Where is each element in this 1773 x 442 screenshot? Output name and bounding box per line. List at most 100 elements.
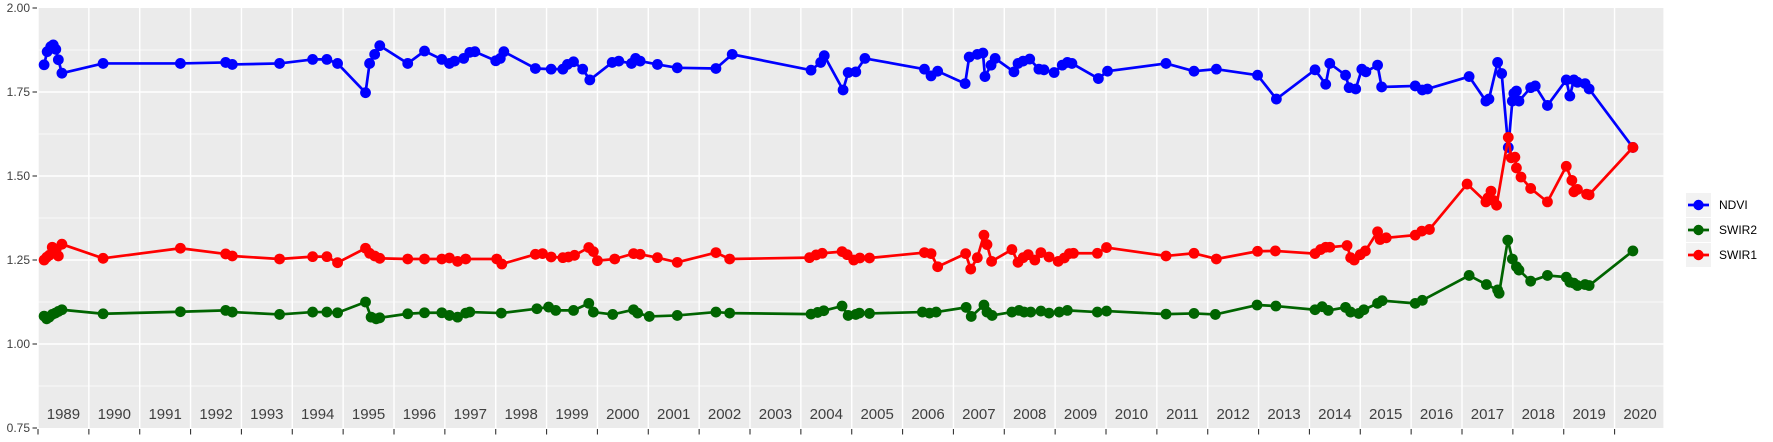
data-point (369, 48, 381, 60)
data-point (671, 256, 683, 268)
series-SWIR2 (38, 234, 1639, 325)
data-point (56, 238, 68, 250)
data-point (56, 67, 68, 79)
data-point (1160, 308, 1172, 320)
data-point (1463, 270, 1475, 281)
data-point (452, 311, 463, 323)
data-point (1502, 234, 1514, 246)
data-point (1038, 64, 1050, 76)
legend-item-swir2: SWIR2 (1686, 218, 1757, 243)
data-point (97, 58, 109, 69)
data-point (550, 305, 562, 316)
x-tick-label: 2010 (1115, 406, 1148, 423)
data-point (452, 255, 463, 267)
y-tick-label: 1.25 (7, 253, 31, 267)
data-point (1251, 299, 1263, 311)
data-point (859, 53, 871, 64)
data-point (374, 40, 386, 52)
data-point (38, 59, 50, 71)
data-point (1324, 241, 1336, 253)
data-point (1340, 69, 1351, 81)
data-point (1035, 305, 1047, 317)
data-point (864, 308, 875, 319)
data-point (1053, 306, 1065, 318)
x-tick-label: 1998 (504, 406, 537, 423)
data-point (981, 239, 993, 250)
data-point (1463, 71, 1475, 82)
data-point (1376, 295, 1388, 307)
data-point (97, 252, 109, 264)
data-point (932, 65, 944, 77)
data-point (226, 59, 238, 70)
data-point (1493, 287, 1505, 299)
data-point (175, 242, 186, 254)
data-point (449, 55, 460, 67)
data-point (1043, 307, 1055, 319)
data-point (710, 63, 722, 74)
data-point (531, 303, 543, 315)
data-point (364, 58, 375, 69)
data-point (1483, 93, 1495, 105)
x-tick-label: 2004 (810, 406, 843, 423)
data-point (374, 312, 386, 324)
legend-label-ndvi: NDVI (1719, 198, 1748, 213)
data-point (274, 309, 285, 320)
x-tick-label: 1989 (47, 406, 80, 423)
data-point (226, 250, 238, 262)
data-point (609, 253, 621, 265)
data-point (671, 310, 683, 321)
legend-key-swir1 (1686, 242, 1711, 267)
data-point (1511, 85, 1522, 97)
data-point (1091, 306, 1103, 318)
data-point (226, 306, 238, 318)
data-point (1092, 73, 1104, 84)
data-point (1160, 250, 1172, 262)
line-point-glyph-icon (1688, 224, 1709, 236)
legend-key-ndvi (1686, 193, 1711, 218)
data-point (307, 54, 319, 65)
x-tick-label: 2013 (1267, 406, 1300, 423)
data-point (321, 54, 333, 65)
x-axis-labels: 1989 1990 1991 1992 1993 1994 1995 1996 1997 1998… (47, 406, 1657, 423)
data-point (1309, 64, 1321, 76)
x-tick-label: 2014 (1318, 406, 1351, 423)
data-point (971, 252, 983, 264)
series-SWIR1 (38, 131, 1639, 275)
x-tick-label: 1994 (301, 406, 334, 423)
data-point (56, 304, 68, 316)
data-point (545, 63, 557, 75)
data-point (545, 251, 557, 263)
data-point (1091, 247, 1103, 259)
data-point (930, 306, 942, 318)
data-point (1035, 247, 1047, 259)
data-point (1269, 245, 1281, 257)
data-point (1101, 242, 1112, 253)
x-tick-label: 2006 (911, 406, 944, 423)
y-tick-label: 2.00 (7, 1, 31, 15)
data-point (1061, 305, 1073, 316)
data-point (1416, 294, 1428, 306)
data-point (932, 261, 944, 273)
data-point (1372, 59, 1383, 71)
data-point (1513, 264, 1525, 276)
data-point (1424, 224, 1435, 235)
data-point (1481, 279, 1492, 290)
data-point (724, 307, 736, 319)
x-tick-label: 2009 (1064, 406, 1097, 423)
data-point (1188, 308, 1200, 319)
data-point (1542, 100, 1553, 111)
legend: NDVI SWIR2 SWIR1 (1686, 193, 1757, 267)
data-point (50, 43, 62, 55)
data-point (1102, 65, 1113, 77)
data-point (1572, 184, 1583, 195)
x-tick-label: 2003 (759, 406, 792, 423)
data-point (652, 59, 663, 70)
data-point (977, 47, 989, 59)
data-point (498, 46, 510, 58)
x-tick-label: 1990 (98, 406, 131, 423)
data-point (568, 56, 579, 68)
data-point (1509, 151, 1521, 163)
legend-item-ndvi: NDVI (1686, 193, 1757, 218)
